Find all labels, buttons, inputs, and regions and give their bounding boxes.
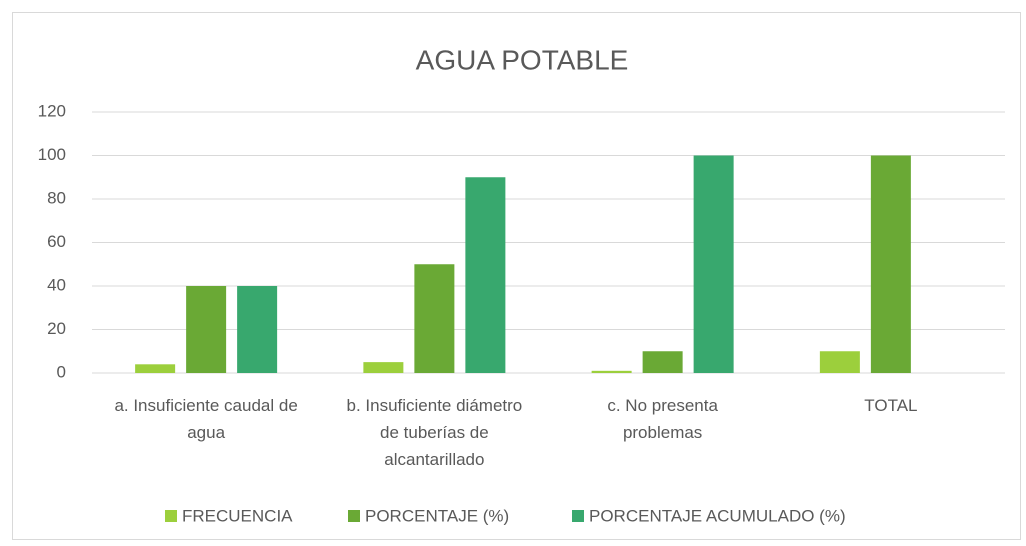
x-tick-label: TOTAL [864, 396, 918, 415]
y-tick-label: 20 [47, 319, 66, 338]
x-tick-label: a. Insuficiente caudal de agua [114, 396, 298, 442]
bar [363, 362, 404, 373]
bar [465, 177, 506, 373]
chart-border [12, 12, 1021, 540]
bar [819, 351, 860, 373]
y-tick-label: 60 [47, 232, 66, 251]
y-tick-label: 0 [57, 362, 66, 381]
y-tick-label: 100 [38, 145, 66, 164]
bar [135, 364, 176, 373]
legend-label: PORCENTAJE (%) [365, 506, 509, 525]
bar [642, 351, 683, 373]
legend-swatch [572, 510, 584, 522]
legend-swatch [165, 510, 177, 522]
bar [414, 264, 455, 373]
y-tick-label: 80 [47, 188, 66, 207]
x-tick-label: b. Insuficiente diámetro de tuberías de … [346, 396, 523, 469]
bar [186, 286, 227, 373]
legend-label: PORCENTAJE ACUMULADO (%) [589, 506, 846, 525]
bar [870, 155, 911, 373]
chart-title: AGUA POTABLE [416, 44, 629, 75]
x-tick-label: c. No presenta problemas [607, 396, 718, 442]
bar [237, 286, 278, 373]
legend-label: FRECUENCIA [182, 506, 293, 525]
bar [591, 370, 632, 373]
y-tick-label: 120 [38, 101, 66, 120]
legend-swatch [348, 510, 360, 522]
bar [693, 155, 734, 373]
y-tick-label: 40 [47, 275, 66, 294]
